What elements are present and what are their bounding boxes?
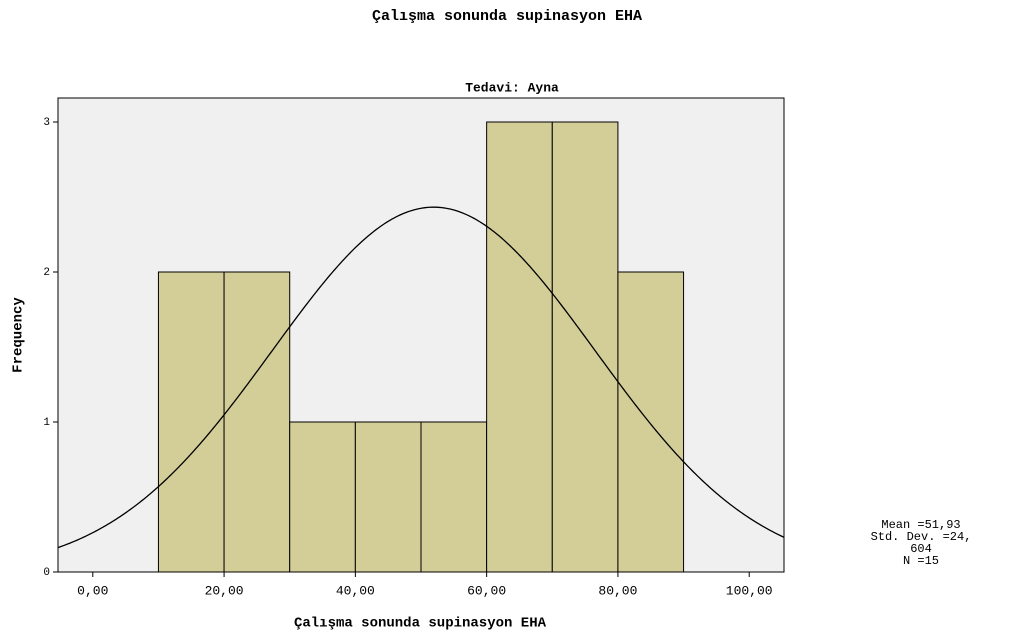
x-axis-label: Çalışma sonunda supinasyon EHA xyxy=(294,616,547,632)
bar xyxy=(354,421,422,573)
bar xyxy=(289,421,356,573)
x-tick-label: 0,00 xyxy=(77,583,108,598)
y-tick-label: 0 xyxy=(43,567,50,579)
stats-label: Mean =51,93 xyxy=(881,518,960,532)
x-tick-label: 60,00 xyxy=(467,583,506,598)
bar xyxy=(486,121,553,573)
bar xyxy=(157,271,225,573)
x-tick-label: 20,00 xyxy=(205,583,244,598)
y-tick-label: 3 xyxy=(43,117,50,129)
bar xyxy=(617,271,685,573)
bar xyxy=(420,421,488,573)
chart-subtitle: Tedavi: Ayna xyxy=(465,80,559,95)
y-tick-label: 2 xyxy=(43,267,50,279)
stats-label: 604 xyxy=(910,542,932,556)
y-tick-label: 1 xyxy=(43,417,50,429)
normal-curve xyxy=(57,206,785,549)
bar xyxy=(551,121,619,573)
bar xyxy=(223,271,291,573)
x-tick-label: 80,00 xyxy=(598,583,637,598)
x-tick-label: 40,00 xyxy=(336,583,375,598)
x-tick-label: 100,00 xyxy=(726,583,773,598)
chart-title: Çalışma sonunda supinasyon EHA xyxy=(372,8,642,25)
stats-label: N =15 xyxy=(903,554,939,568)
y-axis-label: Frequency xyxy=(11,297,27,373)
stats-label: Std. Dev. =24, xyxy=(871,530,972,544)
